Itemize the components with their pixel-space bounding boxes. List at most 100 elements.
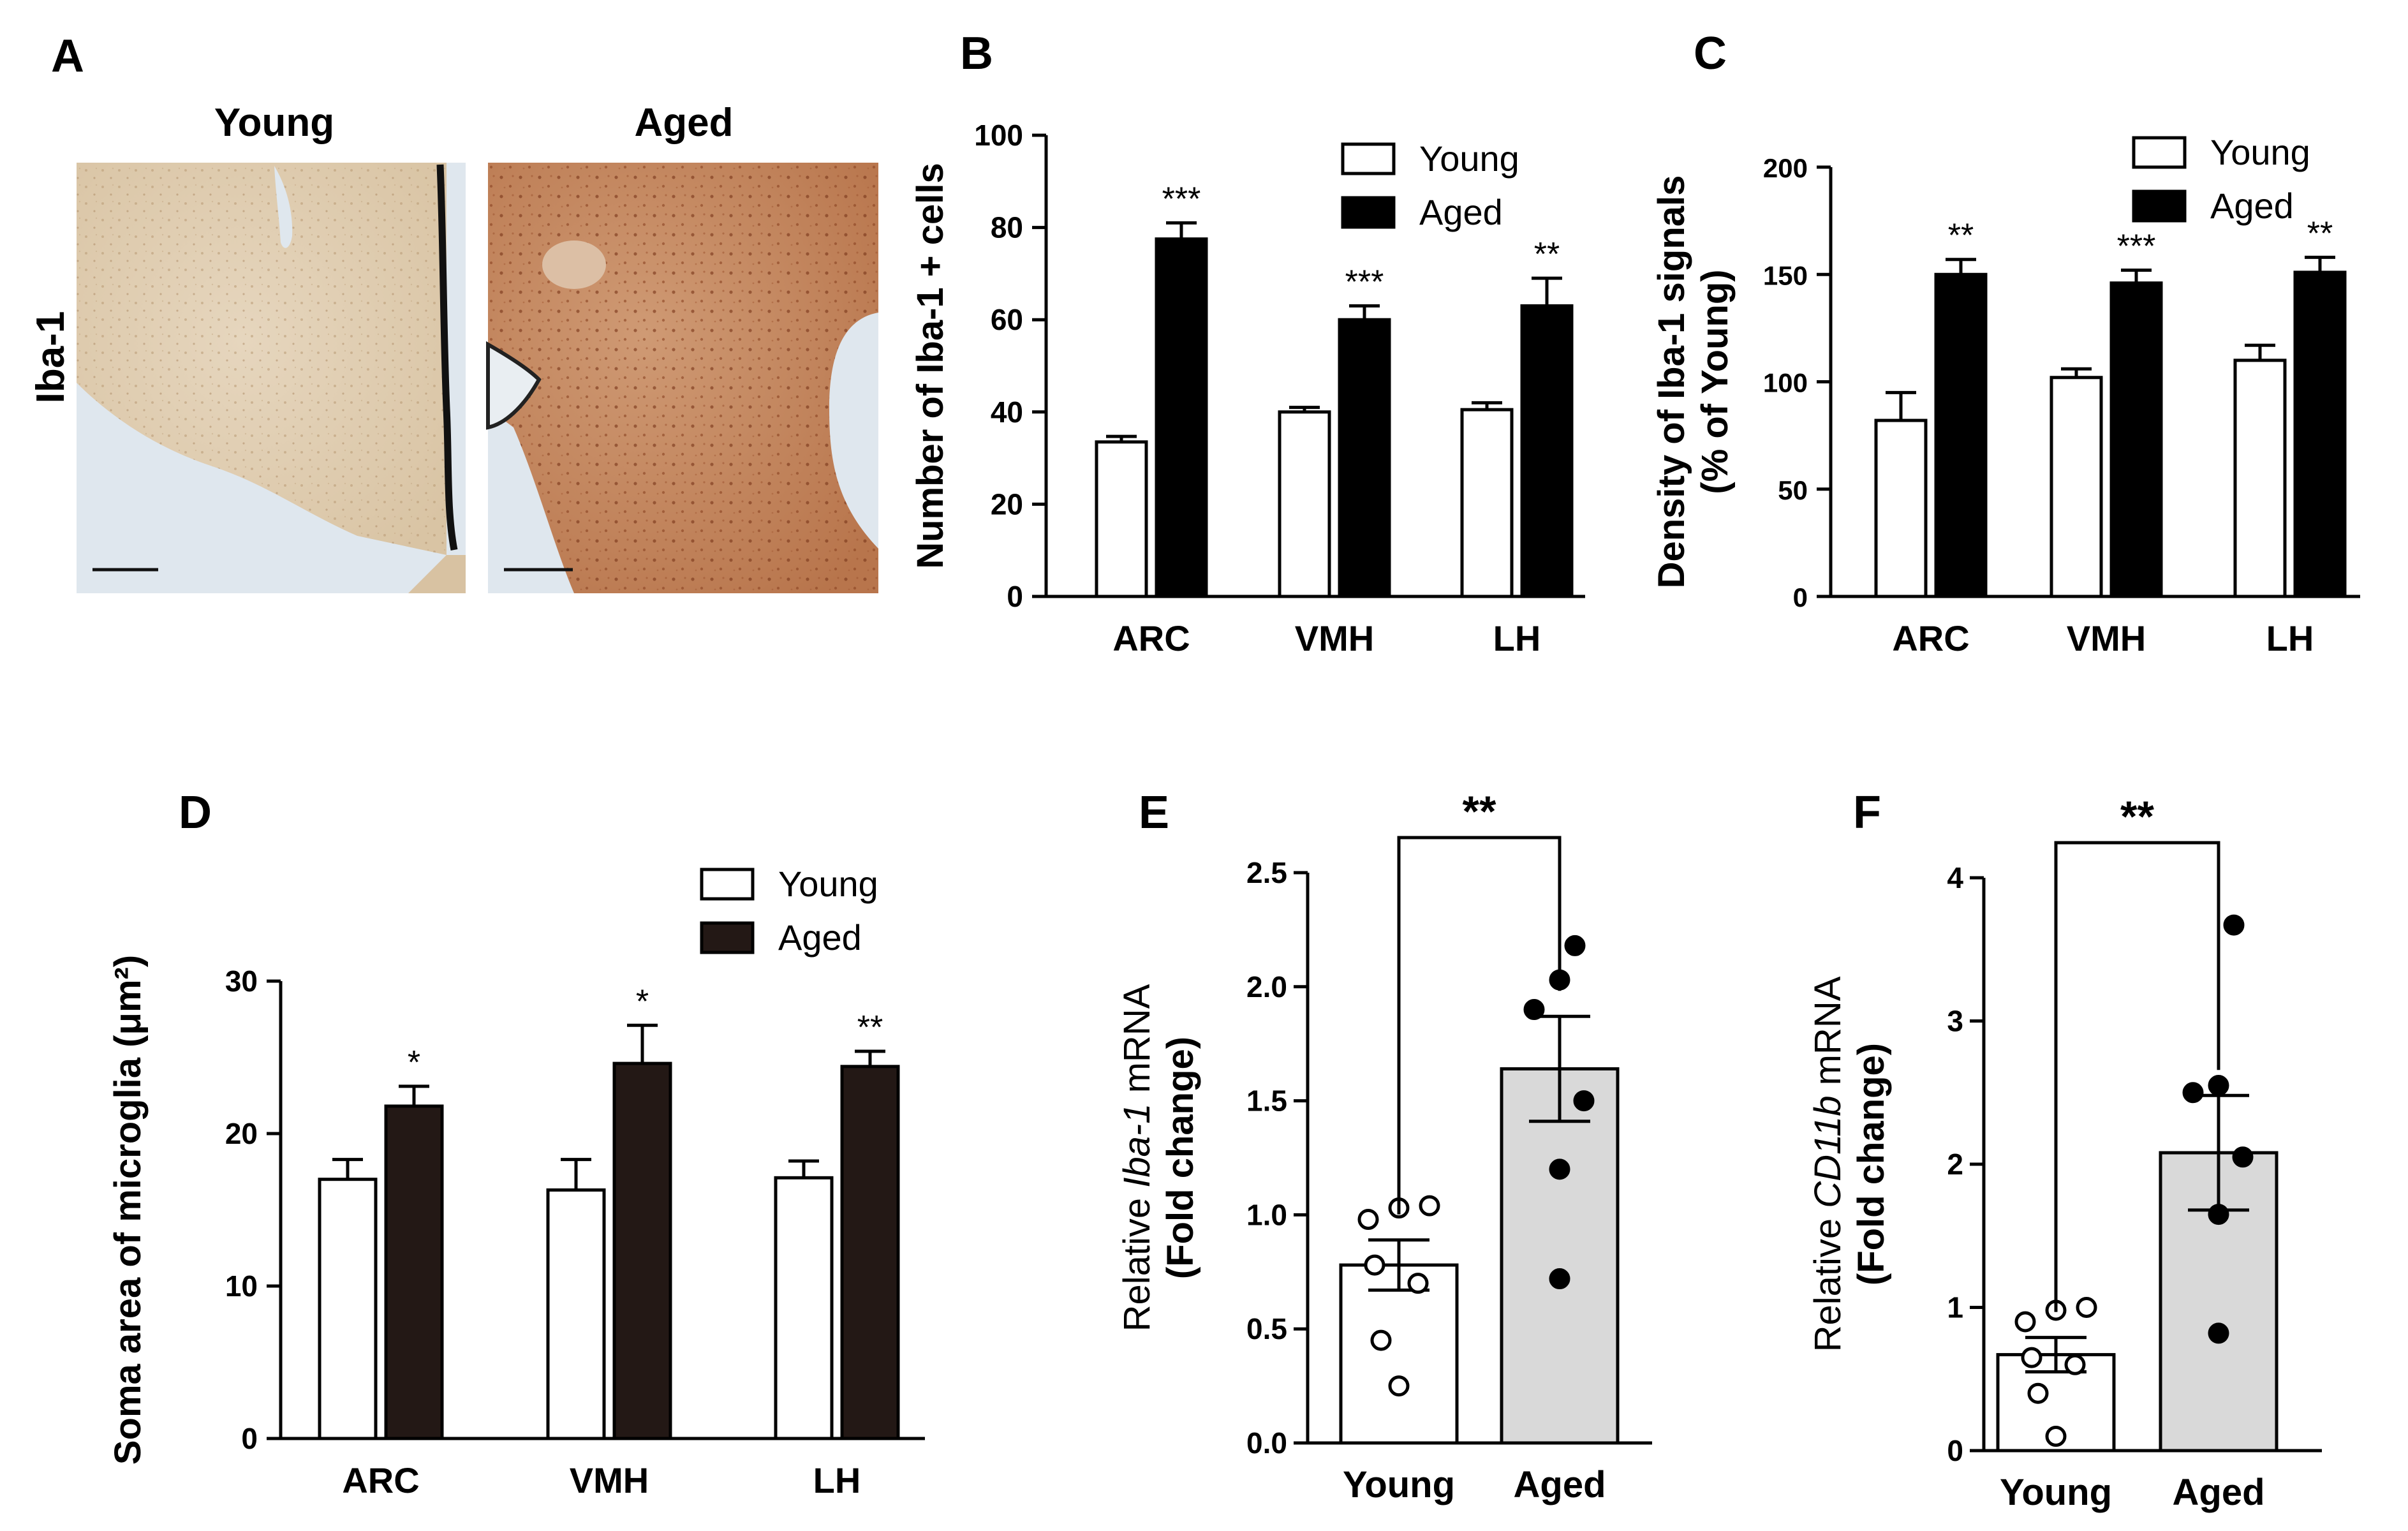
bar-aged-arc xyxy=(1934,272,1988,598)
significance-marker: *** xyxy=(1345,264,1384,301)
data-point-aged xyxy=(2182,1082,2204,1104)
y-axis-label-suffix: mRNA xyxy=(1116,984,1158,1103)
significance-marker: ** xyxy=(857,1009,883,1046)
data-point-aged xyxy=(2232,1146,2254,1168)
data-point-young xyxy=(1357,1209,1379,1231)
significance-bracket xyxy=(2054,841,2220,1312)
data-point-aged xyxy=(1549,1158,1570,1180)
y-tick-label: 2 xyxy=(1947,1148,1963,1181)
significance-marker: ** xyxy=(1463,787,1496,836)
data-point-young xyxy=(2045,1426,2067,1447)
x-tick-label: Young xyxy=(2000,1472,2112,1513)
panel-letter-f: F xyxy=(1853,787,1881,838)
y-tick-label: 10 xyxy=(225,1269,258,1303)
x-tick-label: VMH xyxy=(2067,618,2146,658)
legend-swatch-young xyxy=(2132,136,2187,169)
image-label-aged: Aged xyxy=(635,101,734,145)
y-tick-label: 1.5 xyxy=(1246,1084,1287,1118)
y-tick-label: 200 xyxy=(1763,153,1808,183)
bar-aged-lh xyxy=(1520,304,1574,598)
bar-aged-lh xyxy=(2293,270,2347,598)
legend-label-young: Young xyxy=(2210,132,2310,172)
y-tick-label: 100 xyxy=(1763,368,1808,398)
legend-swatch-aged xyxy=(1341,196,1396,229)
significance-bracket xyxy=(1397,836,1562,1215)
y-tick-label: 3 xyxy=(1947,1005,1963,1038)
y-axis-label-prefix: Relative xyxy=(1807,1208,1849,1352)
data-point-aged xyxy=(2208,1322,2229,1344)
data-point-aged xyxy=(1523,999,1545,1021)
bar-young-vmh xyxy=(546,1188,606,1440)
y-axis-label: Number of Iba-1 + cells xyxy=(910,163,951,569)
panel-a: A Young Aged Iba-1 xyxy=(29,31,878,593)
significance-marker: * xyxy=(636,983,649,1020)
legend-label-aged: Aged xyxy=(2210,186,2294,226)
bar-aged-lh xyxy=(840,1065,900,1440)
significance-marker: *** xyxy=(2117,228,2156,265)
data-point-young xyxy=(2064,1354,2086,1375)
y-axis-label-gene: Iba-1 xyxy=(1116,1104,1158,1188)
data-point-young xyxy=(2014,1311,2036,1333)
y-tick-label: 60 xyxy=(991,303,1023,336)
y-tick-label: 30 xyxy=(225,965,258,998)
chart-f: F 0 1 2 3 4 Relative CD11b mRNA(Fold change) Yo… xyxy=(1807,787,2322,1513)
y-tick-label: 0 xyxy=(1793,582,1808,612)
chart-c: C 0 50 100 150 200 Density of Iba-1 signals (% … xyxy=(1651,28,2360,658)
significance-marker: *** xyxy=(1162,181,1201,218)
y-tick-label: 0 xyxy=(1007,580,1023,613)
data-point-young xyxy=(1419,1195,1440,1217)
micrograph-aged xyxy=(486,163,878,593)
data-point-young xyxy=(1388,1375,1410,1397)
legend-label-aged: Aged xyxy=(778,917,862,958)
x-tick-label: Aged xyxy=(1514,1464,1606,1505)
data-point-young xyxy=(2076,1297,2097,1318)
y-tick-label: 0.5 xyxy=(1246,1312,1287,1345)
legend-label-young: Young xyxy=(778,864,878,904)
y-axis-label-2: (% of Young) xyxy=(1694,269,1736,494)
y-tick-label: 20 xyxy=(225,1117,258,1150)
y-tick-label: 40 xyxy=(991,396,1023,429)
y-axis-label: Relative CD11b mRNA xyxy=(1807,976,1849,1352)
bar-aged-vmh xyxy=(2109,281,2163,598)
y-tick-label: 1 xyxy=(1947,1291,1963,1324)
y-axis-label-suffix: mRNA xyxy=(1807,976,1849,1095)
data-point-young xyxy=(1364,1254,1385,1276)
y-tick-label: 150 xyxy=(1763,260,1808,290)
x-tick-label: LH xyxy=(813,1460,861,1500)
bar-young-arc xyxy=(318,1178,378,1440)
bar-aged-arc xyxy=(1155,237,1208,598)
panel-letter-b: B xyxy=(960,28,993,79)
panel-letter-e: E xyxy=(1139,787,1169,838)
x-tick-label: ARC xyxy=(1892,618,1969,658)
bar-aged-vmh xyxy=(612,1061,672,1440)
data-point-aged xyxy=(2223,914,2245,936)
row-label-iba1: Iba-1 xyxy=(29,311,73,404)
x-tick-label: LH xyxy=(1493,618,1541,658)
y-axis-label: Relative Iba-1 mRNA xyxy=(1116,984,1158,1331)
data-point-young xyxy=(1407,1273,1429,1294)
panel-letter-c: C xyxy=(1694,28,1727,79)
data-point-aged xyxy=(2208,1075,2229,1097)
y-axis-label: Density of Iba-1 signals xyxy=(1651,175,1692,589)
y-tick-label: 100 xyxy=(974,119,1023,152)
y-tick-label: 2.0 xyxy=(1246,970,1287,1003)
data-point-aged xyxy=(1549,1268,1570,1290)
y-tick-label: 0 xyxy=(241,1422,258,1455)
x-tick-label: Aged xyxy=(2173,1472,2265,1513)
significance-marker: ** xyxy=(2120,792,2154,841)
bar-young xyxy=(1339,1263,1459,1445)
x-tick-label: Young xyxy=(1343,1464,1455,1505)
x-tick-label: LH xyxy=(2266,618,2314,658)
significance-marker: * xyxy=(408,1044,420,1081)
data-point-aged xyxy=(1573,1090,1595,1112)
bar-young-vmh xyxy=(2050,376,2103,598)
y-tick-label: 1.0 xyxy=(1246,1198,1287,1231)
image-label-young: Young xyxy=(214,101,334,145)
significance-marker: ** xyxy=(1948,218,1974,255)
significance-marker: ** xyxy=(1534,236,1560,273)
legend-swatch-aged xyxy=(700,921,755,954)
data-point-aged xyxy=(1564,935,1586,956)
chart-e: E 0.0 0.5 1.0 1.5 2.0 2.5 Relative Iba-1 mRNA (F… xyxy=(1116,787,1652,1505)
